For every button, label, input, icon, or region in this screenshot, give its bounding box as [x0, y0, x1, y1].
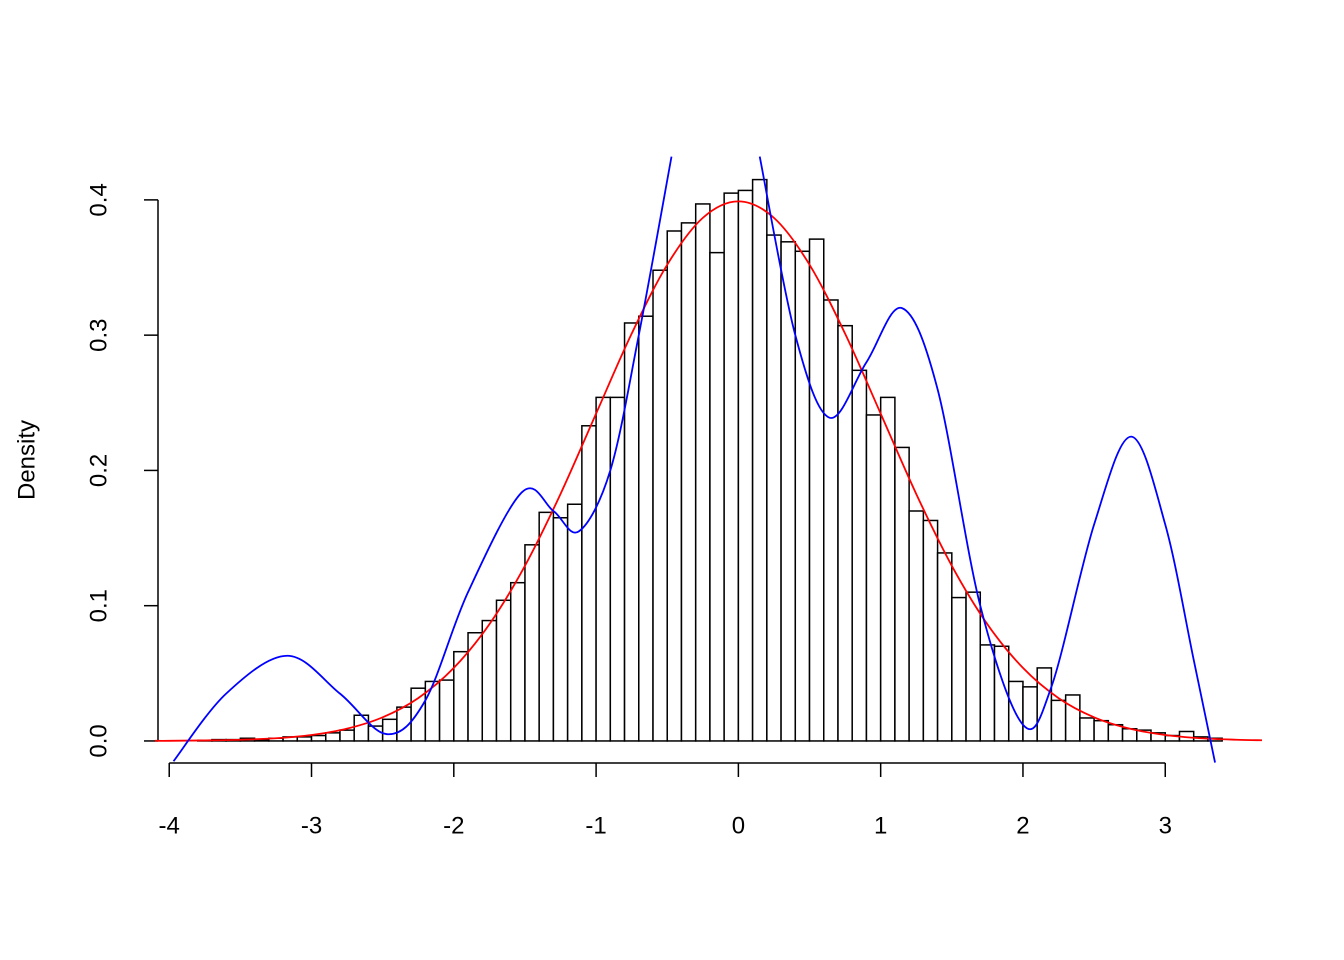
histogram-bar — [666, 230, 683, 742]
histogram-bar — [1007, 680, 1024, 742]
histogram-bar — [766, 234, 782, 742]
histogram-bar — [339, 729, 355, 742]
histogram-bar — [481, 619, 498, 742]
histogram-bar — [865, 414, 882, 742]
histogram-bar — [965, 591, 982, 742]
density-curve — [155, 200, 1262, 742]
histogram-bar — [538, 511, 555, 742]
histogram-bar — [780, 241, 797, 742]
histogram-bar — [723, 192, 740, 742]
histogram-bar — [894, 446, 910, 742]
histogram-bar — [310, 734, 327, 742]
x-tick-label: -1 — [585, 812, 606, 839]
histogram-bar — [908, 510, 925, 742]
x-tick-label: -4 — [159, 812, 180, 839]
histogram-bar — [623, 322, 640, 742]
x-tick-label: -2 — [443, 812, 464, 839]
histogram-bar — [638, 315, 654, 742]
histogram-bar — [1079, 717, 1095, 742]
y-axis-label: Density — [13, 420, 40, 500]
histogram-bar — [524, 544, 540, 742]
x-tick-label: 1 — [874, 812, 887, 839]
histogram-bar — [324, 732, 341, 742]
histogram-bar — [509, 581, 526, 742]
histogram-bar — [1093, 719, 1110, 742]
histogram-bar — [1064, 694, 1081, 742]
y-tick-label: 0.0 — [85, 724, 112, 757]
histogram-bar — [951, 596, 967, 742]
histogram-bar — [851, 369, 868, 742]
histogram-bar — [438, 679, 455, 742]
histogram-bar — [652, 269, 668, 742]
histogram-bar — [823, 299, 839, 742]
histogram-bar — [709, 251, 725, 742]
density-curve — [172, 156, 1216, 763]
y-tick-label: 0.3 — [85, 318, 112, 351]
histogram-bar — [410, 687, 427, 742]
histogram-bar — [936, 552, 953, 742]
x-tick-label: 2 — [1016, 812, 1029, 839]
histogram-bar — [694, 203, 711, 742]
histogram-bar — [737, 189, 754, 742]
histogram-bar — [794, 250, 811, 742]
y-tick-label: 0.2 — [85, 454, 112, 487]
histogram-bar — [381, 718, 398, 742]
histogram-bar — [1022, 686, 1038, 742]
histogram-bar — [296, 736, 313, 742]
histogram-bar — [595, 396, 612, 742]
histogram-bar — [922, 519, 939, 742]
histogram-bar — [609, 396, 626, 742]
histogram-bar — [837, 324, 853, 742]
y-tick-label: 0.1 — [85, 589, 112, 622]
x-tick-label: -3 — [301, 812, 322, 839]
histogram-bar — [1050, 699, 1067, 742]
histogram-bar — [566, 503, 583, 742]
y-tick-label: 0.4 — [85, 183, 112, 216]
histogram-bar — [1107, 723, 1124, 742]
x-tick-label: 3 — [1159, 812, 1172, 839]
histogram-bar — [581, 425, 597, 742]
curves — [155, 156, 1262, 763]
histogram-bar — [879, 396, 896, 742]
histogram-bar — [552, 517, 569, 742]
histogram-bar — [751, 178, 768, 742]
histogram-bar — [979, 644, 996, 742]
x-tick-label: 0 — [732, 812, 745, 839]
histogram-bar — [808, 238, 825, 742]
histogram-bar — [495, 599, 512, 742]
histogram-bar — [680, 222, 697, 742]
